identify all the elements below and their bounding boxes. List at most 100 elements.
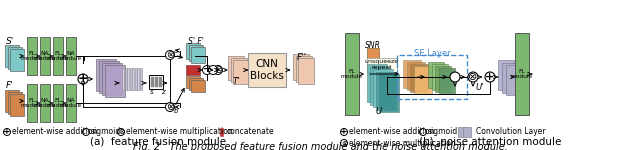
Bar xyxy=(376,72,396,110)
Text: +: + xyxy=(77,72,88,85)
Bar xyxy=(367,58,397,72)
Bar xyxy=(367,64,387,102)
Bar xyxy=(458,127,466,137)
Text: T': T' xyxy=(232,78,240,87)
Text: F': F' xyxy=(6,81,14,90)
Bar xyxy=(296,56,312,82)
Text: FL
module: FL module xyxy=(21,51,43,61)
Text: Convolution Layer: Convolution Layer xyxy=(476,128,546,136)
Text: ⊗: ⊗ xyxy=(214,65,222,75)
Circle shape xyxy=(83,129,90,135)
Circle shape xyxy=(419,129,426,135)
Circle shape xyxy=(202,66,211,75)
Bar xyxy=(428,62,444,88)
Text: FL
module: FL module xyxy=(511,69,533,79)
Bar xyxy=(5,45,19,67)
Circle shape xyxy=(340,129,348,135)
Text: ⊗: ⊗ xyxy=(341,138,347,147)
Bar xyxy=(230,58,246,82)
Bar xyxy=(40,84,50,122)
Bar xyxy=(410,64,428,92)
Bar xyxy=(151,77,154,87)
Bar xyxy=(228,56,244,80)
Text: NA
module: NA module xyxy=(34,98,56,108)
Bar xyxy=(431,64,447,90)
Text: ⊗: ⊗ xyxy=(166,102,174,112)
Text: F'': F'' xyxy=(297,52,307,62)
Text: element-wise multiplication: element-wise multiplication xyxy=(349,138,456,147)
Text: FL
module: FL module xyxy=(341,69,363,79)
Text: +: + xyxy=(340,127,348,136)
Bar xyxy=(293,54,309,80)
Bar xyxy=(345,33,359,115)
Circle shape xyxy=(3,129,10,135)
Bar xyxy=(66,37,76,75)
Text: FL
module: FL module xyxy=(21,98,43,108)
Bar xyxy=(220,128,223,136)
Bar xyxy=(298,58,314,84)
Text: SE Layer: SE Layer xyxy=(413,48,451,57)
Text: S': S' xyxy=(6,36,14,45)
Text: ⊗: ⊗ xyxy=(166,50,174,60)
Circle shape xyxy=(340,140,348,147)
Text: NA
module: NA module xyxy=(34,51,56,61)
Text: U': U' xyxy=(476,82,484,91)
Text: element-wise addition: element-wise addition xyxy=(349,128,435,136)
Bar xyxy=(373,69,393,107)
Bar xyxy=(137,68,140,90)
Bar xyxy=(186,76,200,88)
Text: S' F': S' F' xyxy=(188,38,204,46)
Text: (b)  noise attention module: (b) noise attention module xyxy=(419,137,561,147)
Bar xyxy=(125,68,127,90)
Bar xyxy=(8,92,22,114)
Text: b: b xyxy=(173,108,179,114)
Text: CNN
Blocks: CNN Blocks xyxy=(250,59,284,81)
Circle shape xyxy=(209,66,218,75)
Text: z: z xyxy=(161,89,165,95)
Bar xyxy=(438,68,454,94)
Bar xyxy=(189,78,202,90)
Text: SNR: SNR xyxy=(365,40,381,50)
Bar xyxy=(248,53,286,87)
Bar xyxy=(53,37,63,75)
Circle shape xyxy=(485,72,495,82)
Bar xyxy=(27,37,37,75)
Text: sigmoid: sigmoid xyxy=(91,128,121,136)
Bar xyxy=(515,33,529,115)
Bar xyxy=(233,60,249,84)
Bar xyxy=(140,68,141,90)
Bar xyxy=(66,84,76,122)
Bar xyxy=(379,74,399,112)
Text: +: + xyxy=(485,72,495,81)
Bar xyxy=(159,77,161,87)
Text: +: + xyxy=(202,64,212,75)
Bar xyxy=(403,60,421,88)
Bar xyxy=(149,75,163,89)
Text: FL
module: FL module xyxy=(47,98,69,108)
Bar xyxy=(27,84,37,122)
Bar xyxy=(413,66,431,94)
Text: ⊗: ⊗ xyxy=(468,72,477,82)
Bar xyxy=(367,48,379,58)
Text: Fig. 2   The proposed feature fusion module and the noise attention module.: Fig. 2 The proposed feature fusion modul… xyxy=(132,142,508,150)
Bar xyxy=(186,65,200,75)
Bar xyxy=(463,127,471,137)
Text: element-wise addition: element-wise addition xyxy=(12,128,97,136)
Bar xyxy=(96,59,116,91)
Bar xyxy=(370,66,390,105)
Bar xyxy=(134,68,137,90)
Text: (a)  feature fusion module: (a) feature fusion module xyxy=(90,137,226,147)
Text: sigmoid: sigmoid xyxy=(428,128,458,136)
Bar xyxy=(8,47,22,69)
Bar xyxy=(5,90,19,112)
Bar xyxy=(53,84,63,122)
Bar xyxy=(189,45,202,61)
Bar xyxy=(506,65,522,95)
Text: a: a xyxy=(174,48,178,54)
Bar xyxy=(132,68,134,90)
Bar xyxy=(406,62,424,90)
Bar xyxy=(502,63,518,93)
Bar xyxy=(127,68,129,90)
Bar xyxy=(129,68,132,90)
Bar xyxy=(191,47,205,63)
